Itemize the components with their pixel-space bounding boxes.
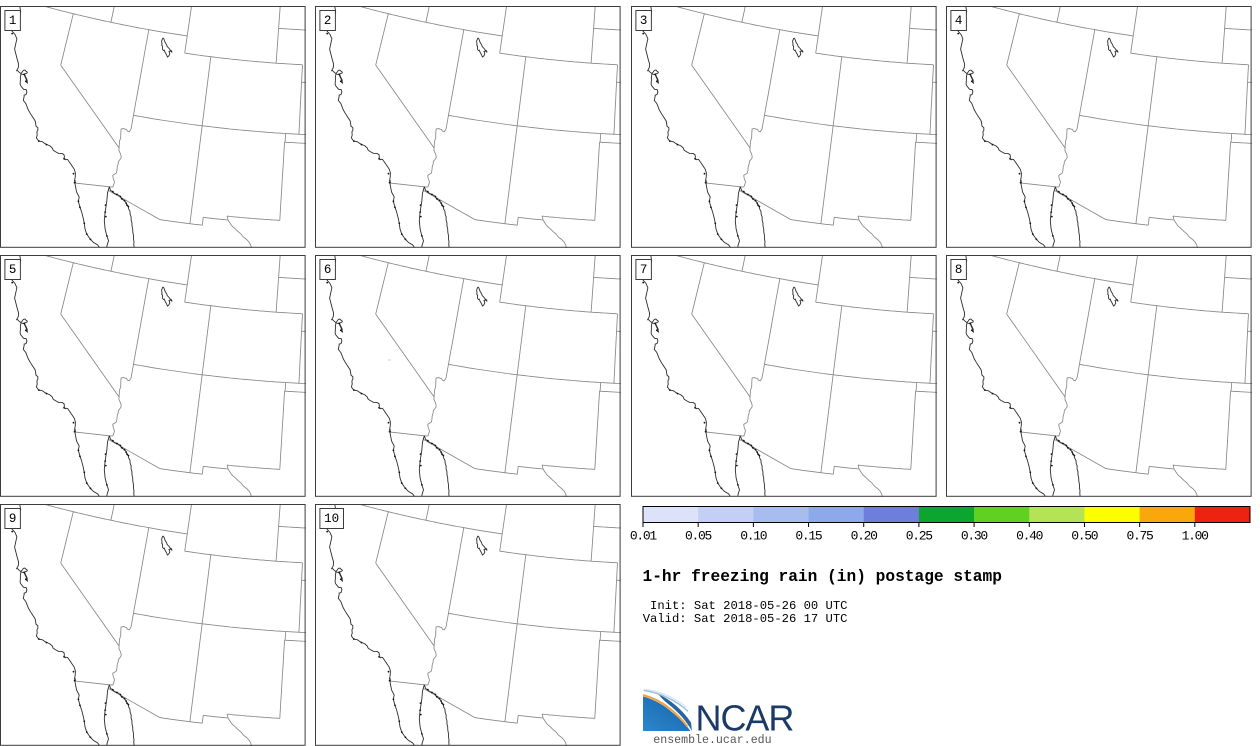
svg-text:0.15: 0.15 (795, 529, 822, 544)
svg-text:5: 5 (9, 263, 17, 277)
svg-text:0.50: 0.50 (1071, 529, 1098, 544)
svg-text:0.30: 0.30 (961, 529, 988, 544)
svg-text:10: 10 (324, 512, 339, 526)
svg-text:7: 7 (639, 263, 647, 277)
svg-text:8: 8 (954, 263, 962, 277)
svg-text:0.01: 0.01 (630, 529, 657, 544)
svg-text:6: 6 (324, 263, 332, 277)
svg-text:1.00: 1.00 (1182, 529, 1209, 544)
svg-text:0.25: 0.25 (906, 529, 933, 544)
svg-text:1: 1 (9, 14, 17, 28)
svg-text:NCAR: NCAR (696, 698, 794, 739)
svg-text:0.10: 0.10 (740, 529, 767, 544)
svg-text:3: 3 (639, 14, 647, 28)
svg-text:0.75: 0.75 (1126, 529, 1153, 544)
svg-text:0.20: 0.20 (851, 529, 878, 544)
svg-text:4: 4 (954, 14, 962, 28)
svg-text:9: 9 (9, 512, 17, 526)
svg-text:ensemble.ucar.edu: ensemble.ucar.edu (653, 734, 771, 746)
svg-text:0.40: 0.40 (1016, 529, 1043, 544)
svg-text:0.05: 0.05 (685, 529, 712, 544)
svg-text:2: 2 (324, 14, 332, 28)
